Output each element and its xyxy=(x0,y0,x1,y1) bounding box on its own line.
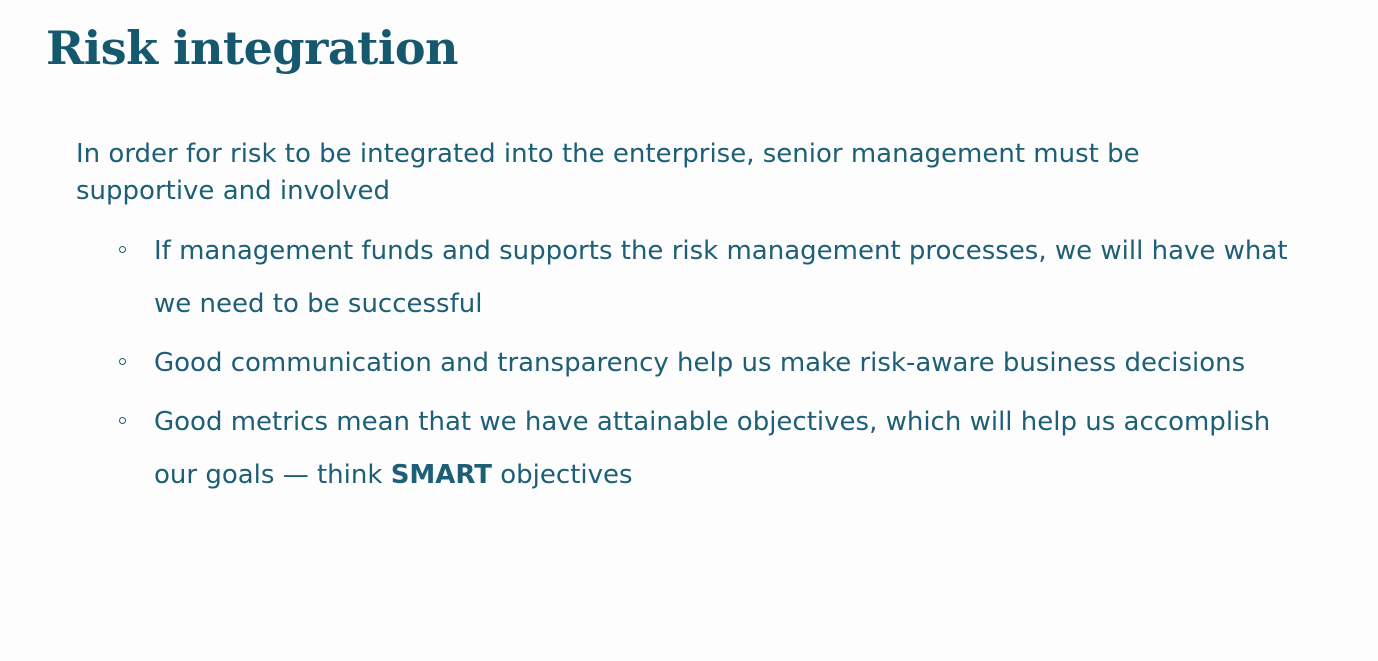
bullet-item: Good communication and transparency help… xyxy=(76,337,1316,390)
bullet-text: Good metrics mean that we have attainabl… xyxy=(154,396,1316,502)
bullet-text-before: Good metrics mean that we have attainabl… xyxy=(154,407,1271,490)
bullet-item: If management funds and supports the ris… xyxy=(76,225,1316,331)
hollow-circle-bullet-icon xyxy=(119,417,126,424)
smart-emphasis: SMART xyxy=(390,460,492,490)
bullet-list: If management funds and supports the ris… xyxy=(76,225,1316,502)
bullet-text: If management funds and supports the ris… xyxy=(154,236,1288,319)
bullet-text: Good communication and transparency help… xyxy=(154,348,1246,378)
slide-body: In order for risk to be integrated into … xyxy=(76,136,1316,508)
intro-paragraph: In order for risk to be integrated into … xyxy=(76,139,1140,206)
bullet-item: Good metrics mean that we have attainabl… xyxy=(76,396,1316,502)
hollow-circle-bullet-icon xyxy=(119,358,126,365)
hollow-circle-bullet-icon xyxy=(119,246,126,253)
slide-title: Risk integration xyxy=(46,21,458,75)
bullet-text-after: objectives xyxy=(492,460,633,490)
